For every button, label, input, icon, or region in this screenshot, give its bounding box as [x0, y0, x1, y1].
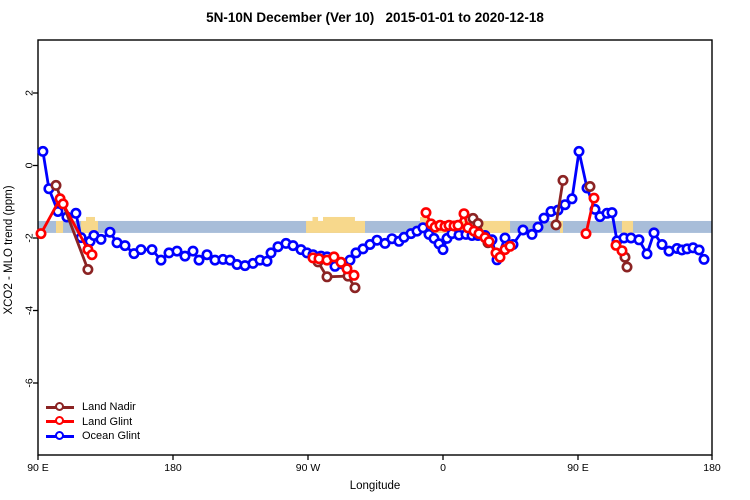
series-point-ocean-glint	[538, 212, 550, 224]
land-patch-bump	[420, 216, 428, 222]
y-tick-label: -2	[24, 233, 36, 242]
series-point-ocean-glint	[37, 145, 49, 157]
land-patch	[560, 220, 563, 233]
series-point-land-glint	[420, 207, 432, 219]
series-point-ocean-glint	[606, 207, 618, 219]
series-point-ocean-glint	[566, 193, 578, 205]
series-point-land-glint	[341, 263, 353, 275]
series-point-ocean-glint	[559, 199, 571, 211]
ocean-strip-band	[38, 220, 712, 233]
series-point-land-glint	[335, 256, 347, 268]
series-point-land-glint	[483, 236, 495, 248]
series-point-ocean-glint	[171, 245, 183, 257]
land-patch	[306, 220, 365, 233]
legend-label: Ocean Glint	[82, 430, 141, 443]
series-point-ocean-glint	[517, 224, 529, 236]
series-point-ocean-glint	[187, 245, 199, 257]
series-point-ocean-glint	[70, 207, 82, 219]
series-point-ocean-glint	[155, 254, 167, 266]
series-point-ocean-glint	[265, 247, 277, 259]
series-point-land-glint	[57, 198, 69, 210]
series-point-land-glint	[616, 245, 628, 257]
ocean-glint-marker-icon	[46, 430, 74, 442]
land-glint-marker-icon	[46, 416, 74, 427]
legend-item-land-glint: Land Glint	[46, 415, 140, 430]
land-patch-bump	[86, 216, 95, 222]
series-point-land-nadir	[621, 261, 633, 273]
series-point-land-nadir	[82, 263, 94, 275]
series-point-ocean-glint	[499, 232, 511, 244]
series-point-land-nadir	[584, 181, 596, 193]
y-tick-label: 0	[24, 162, 36, 168]
series-point-ocean-glint	[146, 244, 158, 256]
land-patch	[621, 220, 634, 233]
y-tick-label: -6	[24, 378, 36, 387]
series-point-ocean-glint	[648, 227, 660, 239]
y-tick-label: -4	[24, 306, 36, 315]
series-point-ocean-glint	[633, 234, 645, 246]
series-point-ocean-glint	[437, 244, 449, 256]
series-point-land-glint	[328, 251, 340, 263]
series-point-ocean-glint	[526, 228, 538, 240]
series-point-ocean-glint	[287, 240, 299, 252]
series-point-ocean-glint	[698, 253, 710, 265]
series-point-land-nadir	[550, 219, 562, 231]
land-patch	[56, 220, 64, 233]
land-patch-bump	[323, 216, 355, 222]
series-point-land-glint	[580, 228, 592, 240]
series-point-ocean-glint	[641, 248, 653, 260]
series-point-land-glint	[458, 208, 470, 220]
x-tick-label: 90 W	[296, 462, 321, 474]
series-point-land-nadir	[557, 174, 569, 186]
land-nadir-marker-icon	[46, 401, 74, 413]
series-point-land-glint	[35, 228, 47, 240]
plot-box	[37, 39, 713, 456]
land-patch	[81, 220, 98, 233]
series-point-ocean-glint	[532, 221, 544, 233]
series-point-ocean-glint	[119, 240, 131, 252]
series-point-ocean-glint	[656, 239, 668, 251]
series-point-ocean-glint	[135, 244, 147, 256]
legend-label: Land Glint	[82, 415, 133, 428]
series-point-land-glint	[86, 249, 98, 261]
series-line-land-glint	[584, 196, 596, 236]
x-tick-label: 0	[440, 462, 446, 474]
x-tick-label: 90 E	[27, 462, 49, 474]
x-tick-label: 180	[164, 462, 182, 474]
series-line-land-nadir	[316, 260, 357, 290]
series-point-land-nadir	[321, 271, 333, 283]
series-point-ocean-glint	[261, 255, 273, 267]
x-tick-label: 90 E	[567, 462, 589, 474]
chart-title: 5N-10N December (Ver 10) 2015-01-01 to 2…	[206, 10, 544, 25]
x-tick-label: 180	[703, 462, 721, 474]
series-point-ocean-glint	[104, 226, 116, 238]
series-point-land-glint	[494, 251, 506, 263]
legend-item-land-nadir: Land Nadir	[46, 400, 140, 415]
series-point-land-glint	[588, 192, 600, 204]
legend: Land Nadir Land Glint Ocean Glint	[46, 400, 140, 444]
y-tick-label: 2	[24, 90, 36, 96]
series-point-land-nadir	[50, 179, 62, 191]
series-point-ocean-glint	[193, 254, 205, 266]
legend-item-ocean-glint: Ocean Glint	[46, 429, 140, 444]
land-patch-bump	[312, 216, 319, 222]
series-point-land-glint	[504, 240, 516, 252]
series-point-land-glint	[348, 269, 360, 281]
series-point-ocean-glint	[693, 244, 705, 256]
series-point-land-glint	[452, 219, 464, 231]
x-axis-label: Longitude	[349, 480, 401, 492]
legend-label: Land Nadir	[82, 401, 136, 414]
series-point-ocean-glint	[95, 233, 107, 245]
series-point-ocean-glint	[179, 250, 191, 262]
series-point-ocean-glint	[201, 249, 213, 261]
series-point-land-nadir	[349, 282, 361, 294]
series-line-land-nadir	[554, 178, 565, 227]
series-point-ocean-glint	[573, 145, 585, 157]
